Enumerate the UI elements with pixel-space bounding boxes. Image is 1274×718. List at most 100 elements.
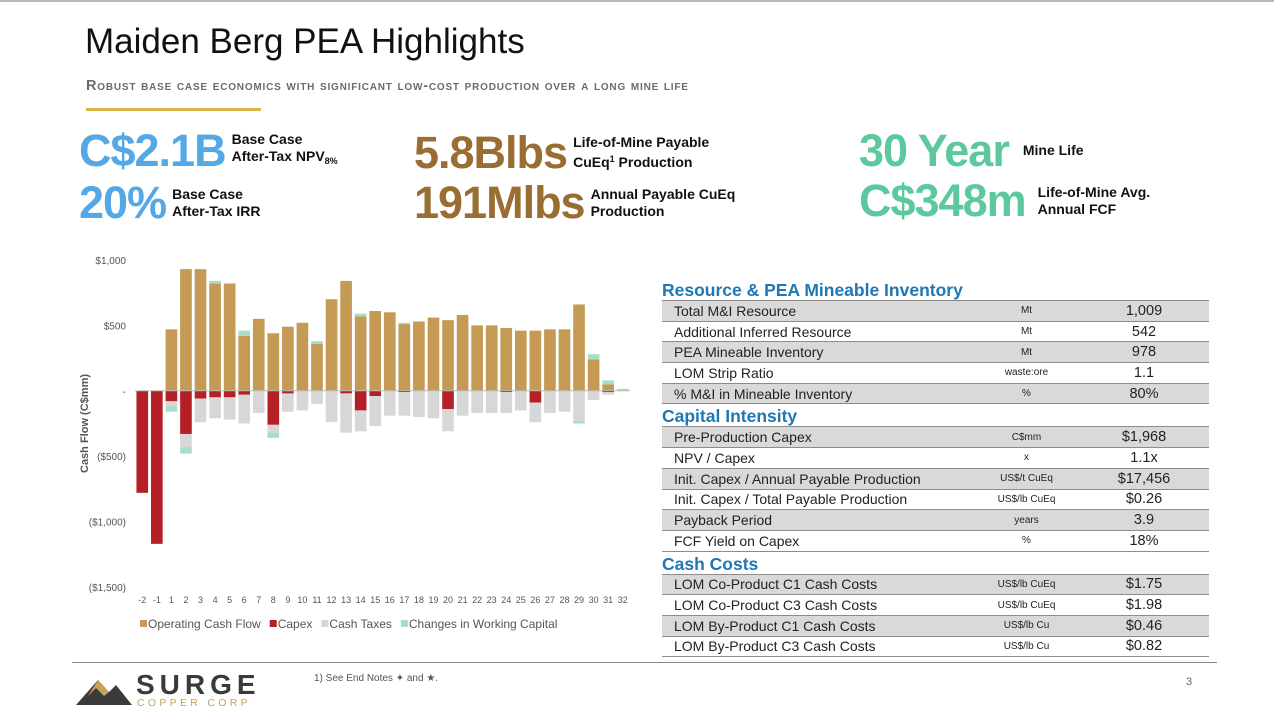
table-section-rows: Total M&I Resource Mt 1,009 Additional Infe… — [662, 300, 1209, 405]
bar-segment — [485, 390, 498, 414]
bar-segment — [544, 390, 556, 414]
table-row: Additional Inferred Resource Mt 542 — [662, 320, 1209, 342]
bar-segment — [602, 384, 614, 391]
table-cell-value: 18% — [1129, 532, 1159, 549]
table-cell-unit: Mt — [1020, 346, 1033, 358]
kpi-fcf-label-2: Annual FCF — [1037, 200, 1117, 217]
x-tick-label: 4 — [213, 595, 218, 605]
company-logo: SURGE COPPER CORP — [74, 668, 274, 715]
legend-swatch — [269, 620, 277, 627]
bar-segment — [165, 390, 178, 402]
bar-segment — [558, 390, 571, 412]
kpi-npv-value: C$2.1B — [79, 125, 227, 176]
kpi-irr-label-2: After-Tax IRR — [172, 202, 261, 219]
bar-segment — [471, 390, 483, 414]
bar-segment — [325, 390, 338, 423]
bar-segment — [427, 317, 440, 391]
bar-segment — [369, 390, 382, 397]
bar-segment — [413, 390, 425, 417]
bar-segment — [587, 390, 600, 400]
bar-segment — [602, 390, 614, 393]
logo-wordmark: SURGE — [136, 669, 261, 700]
kpi-npv-label-1: Base Case — [231, 131, 303, 147]
x-tick-label: 11 — [312, 595, 321, 605]
y-tick-label: $500 — [104, 321, 127, 332]
table-row: Total M&I Resource Mt 1,009 — [662, 300, 1209, 321]
bar-segment — [383, 390, 396, 416]
table-cell-label: LOM By-Product C3 Cash Costs — [674, 638, 876, 655]
table-cell-value: 1.1x — [1130, 449, 1158, 466]
table-section-title: Cash Costs — [662, 553, 759, 574]
table-cell-unit: Mt — [1020, 326, 1033, 338]
table-cell-unit: US$/lb CuEq — [997, 599, 1056, 611]
bar-segment — [398, 392, 411, 416]
x-tick-label: 32 — [618, 595, 628, 605]
bar-segment — [558, 329, 571, 391]
table-cell-label: LOM Co-Product C1 Cash Costs — [674, 576, 878, 593]
table-cell-label: FCF Yield on Capex — [674, 532, 800, 549]
bar-segment — [223, 283, 236, 391]
bar-segment — [354, 316, 367, 391]
table-row: Payback Period years 3.9 — [662, 509, 1209, 530]
x-tick-label: 5 — [227, 595, 232, 605]
kpi-mine-life: 30 Year Mine Life — [859, 128, 1084, 173]
table-cell-unit: US$/lb CuEq — [997, 493, 1056, 505]
kpi-annual-production-label-1: Annual Payable CuEq — [590, 185, 736, 202]
table-cell-label: % M&I in Mineable Inventory — [674, 385, 853, 402]
x-tick-label: 31 — [603, 595, 613, 605]
bar-segment — [354, 313, 367, 317]
table-cell-unit: C$mm — [1011, 431, 1042, 443]
x-tick-label: 21 — [458, 595, 468, 605]
bar-segment — [165, 401, 178, 407]
bar-segment — [267, 432, 280, 438]
y-tick-label: ($1,000) — [89, 518, 126, 529]
bar-segment — [209, 280, 221, 284]
table-cell-unit: US$/lb Cu — [1003, 620, 1050, 632]
bar-segment — [500, 390, 513, 393]
bar-segment — [238, 394, 251, 424]
x-tick-label: 24 — [501, 595, 511, 605]
kpi-lom-production-label-1: Life-of-Mine Payable — [573, 134, 710, 150]
table-cell-value: $0.82 — [1125, 638, 1163, 655]
bar-segment — [209, 397, 221, 419]
table-row: Pre-Production Capex C$mm $1,968 — [662, 426, 1209, 448]
bar-segment — [252, 318, 265, 391]
legend-label: Changes in Working Capital — [409, 617, 558, 631]
x-tick-label: 19 — [428, 595, 438, 605]
table-cell-unit: waste:ore — [1004, 367, 1049, 379]
table-cell-value: $1.98 — [1125, 597, 1163, 614]
x-tick-label: -2 — [138, 595, 146, 605]
table-cell-label: Payback Period — [674, 512, 773, 529]
bar-segment — [296, 390, 309, 411]
legend-label: Capex — [278, 617, 313, 631]
x-tick-label: 7 — [256, 595, 261, 605]
x-tick-label: 8 — [271, 595, 276, 605]
footer-rule — [72, 662, 1217, 663]
subtitle-underline — [86, 108, 261, 111]
table-row: LOM By-Product C3 Cash Costs US$/lb Cu $0.… — [662, 635, 1209, 658]
bar-segment — [267, 333, 280, 391]
table-row: PEA Mineable Inventory Mt 978 — [662, 341, 1209, 363]
bar-segment — [383, 312, 396, 391]
bar-segment — [544, 329, 556, 391]
table-cell-value: 1.1 — [1133, 364, 1155, 381]
bar-segment — [209, 390, 221, 398]
page-number: 3 — [1186, 676, 1193, 688]
table-row: Init. Capex / Total Payable Production US… — [662, 488, 1209, 510]
table-row: LOM By-Product C1 Cash Costs US$/lb Cu $0.… — [662, 614, 1209, 636]
bar-segment — [369, 311, 382, 391]
bar-segment — [340, 390, 352, 394]
kpi-lom-production-label-2b: Production — [614, 154, 693, 170]
kpi-lom-production-footnote: 1 — [609, 154, 615, 164]
table-cell-unit: US$/lb Cu — [1003, 640, 1050, 652]
metrics-table: Resource & PEA Mineable Inventory Total M… — [662, 280, 1209, 658]
table-cell-value: 542 — [1131, 323, 1157, 340]
y-tick-label: $1,000 — [95, 256, 126, 267]
page-subtitle: Robust base case economics with signific… — [86, 78, 689, 94]
x-tick-label: 18 — [414, 595, 424, 605]
table-cell-value: 1,009 — [1125, 302, 1163, 319]
bar-segment — [180, 390, 192, 434]
kpi-mine-life-label: Mine Life — [1022, 142, 1084, 158]
table-cell-unit: US$/lb CuEq — [997, 578, 1056, 590]
y-tick-label: - — [123, 387, 126, 398]
